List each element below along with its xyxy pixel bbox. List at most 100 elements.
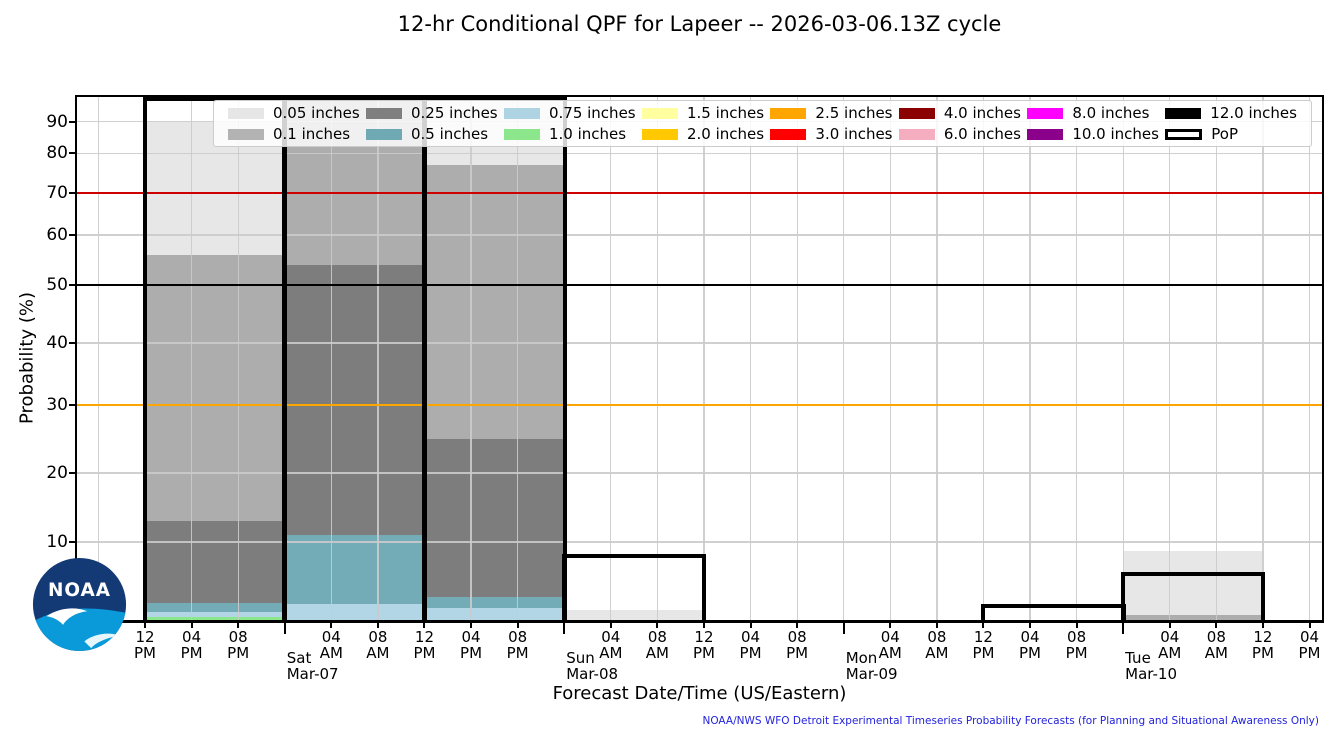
noaa-logo: NOAA [32,557,127,652]
x-tick-label: 08 AM [645,628,669,662]
pop-swatch [1165,128,1203,140]
x-tick-label: 04 AM [319,628,343,662]
x-tick-label: 08 AM [366,628,390,662]
x-gridline [1262,97,1264,620]
legend-label: 0.1 inches [273,125,351,143]
chart-title: 12-hr Conditional QPF for Lapeer -- 2026… [397,12,1002,36]
y-gridline [77,541,1322,543]
legend-label: 0.75 inches [548,104,636,122]
x-tick-day [563,623,566,634]
y-gridline [77,152,1322,154]
legend-swatch [503,107,540,119]
legend-label: 0.5 inches [410,125,489,143]
x-gridline [97,97,100,620]
x-tick [1075,623,1078,628]
qpf-fill-1.0in [145,617,285,620]
x-gridline [843,97,845,620]
legend-item: PoP [1165,125,1297,143]
legend-label: 3.0 inches [815,125,893,143]
y-tick-label: 70 [46,182,68,203]
noaa-logo-wing [84,633,121,649]
x-gridline [1169,97,1171,620]
legend-item: 3.0 inches [770,125,893,143]
x-tick-label: 08 PM [227,628,250,662]
y-tick [69,342,76,345]
legend-swatch [228,107,264,119]
x-tick [609,623,612,628]
y-tick [69,234,76,237]
x-tick [237,623,240,628]
legend-item: 0.1 inches [228,125,360,143]
y-tick-label: 40 [46,333,68,354]
x-gridline [237,97,239,620]
x-gridline [749,97,752,620]
legend-item: 1.0 inches [503,125,636,143]
noaa-logo-text: NOAA [48,580,111,601]
legend-swatch [1165,107,1202,119]
x-tick-label: 08 PM [786,628,809,662]
x-gridline [889,97,891,620]
x-tick-label: 08 PM [1065,628,1088,662]
footer-disclaimer: NOAA/NWS WFO Detroit Experimental Timese… [702,715,1320,727]
x-tick [190,623,193,628]
x-tick [330,623,333,628]
pop-outline [421,97,567,620]
legend-label: 12.0 inches [1210,104,1297,122]
x-tick-label: 08 AM [925,628,949,662]
x-tick [1261,623,1264,628]
qpf-fill-0.05in [1123,551,1263,620]
legend-column: 12.0 inches PoP [1165,104,1297,143]
pop-outline [980,604,1126,620]
reference-line-50 [77,284,1322,286]
legend-label: 0.05 inches [273,104,360,122]
x-gridline [1029,97,1031,620]
qpf-fill-0.25in [424,438,565,620]
x-tick [1029,623,1032,628]
legend-label: 2.0 inches [686,125,765,143]
x-gridline [1122,97,1124,620]
x-tick [702,623,705,628]
x-day-label: Tue Mar-10 [1125,649,1178,683]
x-tick [656,623,659,628]
noaa-logo-gull [46,608,88,625]
x-gridline [377,97,379,620]
x-tick-label: 12 PM [972,628,995,662]
x-tick [470,623,473,628]
y-gridline [77,234,1322,236]
x-tick-day [842,623,845,634]
y-tick [69,191,76,194]
x-gridline [982,97,985,620]
x-gridline [1076,97,1078,620]
x-tick [1308,623,1311,628]
y-gridline [77,342,1322,344]
x-tick [1215,623,1218,628]
y-tick-label: 60 [46,225,68,246]
y-tick [69,540,76,543]
x-tick [516,623,519,628]
legend-label: 1.0 inches [548,125,627,143]
x-axis-label: Forecast Date/Time (US/Eastern) [552,683,847,704]
legend-item: 10.0 inches [1027,125,1159,143]
x-tick-label: 04 PM [180,628,203,662]
x-tick-label: 12 PM [692,628,715,662]
legend-swatch [503,128,540,140]
legend-label: 10.0 inches [1072,125,1159,143]
x-tick [376,623,379,628]
x-gridline [703,97,705,620]
x-tick [796,623,799,628]
x-day-label: Sat Mar-07 [286,649,339,683]
x-gridline [517,97,519,620]
legend-swatch [1027,128,1064,140]
x-day-label: Sun Mar-08 [566,649,619,683]
x-gridline [190,97,193,620]
y-tick-label: 50 [46,275,68,296]
x-tick-label: 04 PM [460,628,483,662]
legend-item: 8.0 inches [1027,104,1159,122]
x-tick-label: 12 PM [413,628,436,662]
x-tick-label: 04 PM [1298,628,1321,662]
x-gridline [1215,97,1218,620]
qpf-fill-0.75in [284,603,425,620]
legend-item: 2.0 inches [641,125,765,143]
legend-item: 0.5 inches [365,125,498,143]
qpf-fill-0.75in [145,612,285,620]
